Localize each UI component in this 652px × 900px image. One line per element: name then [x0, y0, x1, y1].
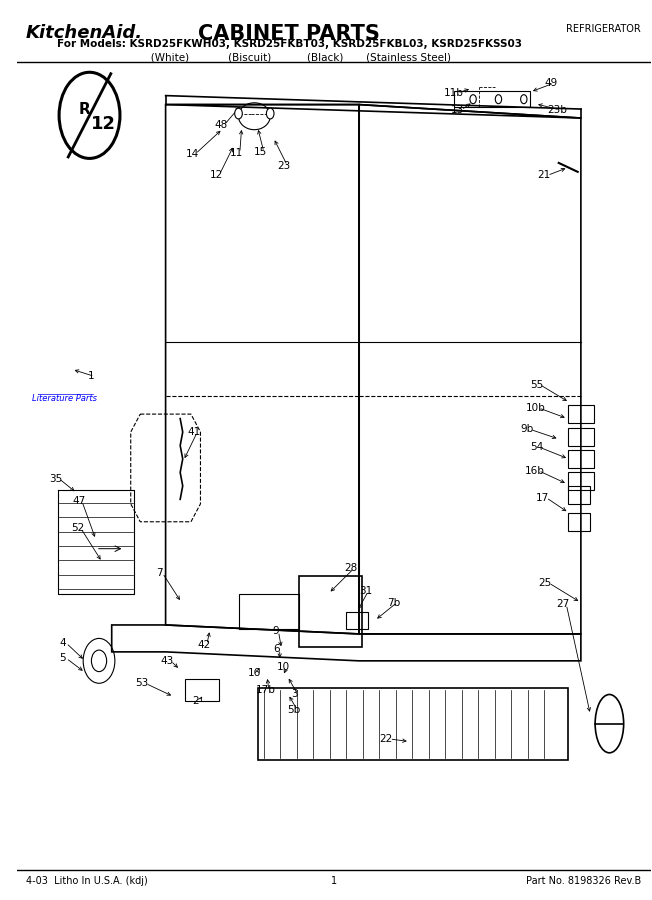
- Text: 47: 47: [72, 496, 85, 506]
- Text: 12: 12: [91, 115, 116, 133]
- Text: REFRIGERATOR: REFRIGERATOR: [567, 23, 641, 34]
- Text: 10: 10: [277, 662, 290, 672]
- Text: 5: 5: [59, 653, 67, 663]
- Text: 31: 31: [359, 586, 372, 596]
- Text: 28: 28: [344, 563, 357, 573]
- Text: 49: 49: [544, 78, 557, 88]
- Text: 53: 53: [136, 679, 149, 688]
- Text: 9b: 9b: [520, 425, 533, 435]
- Text: 3: 3: [291, 689, 297, 699]
- Text: 7: 7: [156, 568, 162, 578]
- Text: 4-03  Litho In U.S.A. (kdj): 4-03 Litho In U.S.A. (kdj): [26, 877, 148, 886]
- Text: 12: 12: [210, 169, 223, 180]
- Text: 27: 27: [557, 599, 570, 609]
- Text: 7b: 7b: [387, 598, 400, 608]
- Text: 42: 42: [197, 640, 210, 650]
- Text: (White)            (Biscuit)           (Black)       (Stainless Steel): (White) (Biscuit) (Black) (Stainless Ste…: [128, 52, 451, 62]
- Text: 41: 41: [188, 428, 201, 437]
- Text: 1: 1: [331, 877, 336, 886]
- Circle shape: [470, 94, 476, 104]
- Text: 4: 4: [59, 638, 67, 648]
- Text: 17: 17: [536, 492, 550, 502]
- Text: 23b: 23b: [547, 105, 567, 115]
- Text: 23: 23: [278, 160, 291, 171]
- Text: 11: 11: [230, 148, 243, 158]
- Text: 2: 2: [193, 697, 200, 706]
- Text: 5b: 5b: [288, 706, 301, 716]
- Text: 55: 55: [530, 380, 543, 390]
- Text: Part No. 8198326 Rev.B: Part No. 8198326 Rev.B: [526, 877, 641, 886]
- Text: 13: 13: [451, 105, 464, 115]
- Text: For Models: KSRD25FKWH03, KSRD25FKBT03, KSRD25FKBL03, KSRD25FKSS03: For Models: KSRD25FKWH03, KSRD25FKBT03, …: [57, 39, 522, 50]
- Text: 22: 22: [379, 734, 393, 744]
- Text: 48: 48: [214, 121, 228, 130]
- Text: 16: 16: [248, 668, 261, 678]
- Text: 15: 15: [254, 147, 267, 158]
- Text: 1: 1: [88, 372, 95, 382]
- Text: 21: 21: [537, 170, 551, 180]
- Text: 17b: 17b: [256, 686, 276, 696]
- Text: KitchenAid.: KitchenAid.: [26, 23, 143, 41]
- Text: 25: 25: [539, 578, 552, 588]
- Text: 9: 9: [272, 626, 278, 636]
- Text: 6: 6: [273, 644, 280, 654]
- Text: 52: 52: [71, 523, 84, 533]
- Text: Literature Parts: Literature Parts: [32, 394, 96, 403]
- Text: 54: 54: [530, 442, 543, 453]
- Text: 10b: 10b: [526, 403, 545, 413]
- Circle shape: [235, 108, 243, 119]
- Circle shape: [267, 108, 274, 119]
- Circle shape: [521, 94, 527, 104]
- Text: 14: 14: [186, 148, 199, 159]
- Circle shape: [496, 94, 501, 104]
- Text: 43: 43: [161, 656, 174, 666]
- Text: 35: 35: [50, 473, 63, 483]
- Text: R: R: [79, 103, 91, 118]
- Text: 11b: 11b: [444, 88, 464, 98]
- Text: 16b: 16b: [526, 465, 545, 475]
- Text: CABINET PARTS: CABINET PARTS: [198, 23, 380, 44]
